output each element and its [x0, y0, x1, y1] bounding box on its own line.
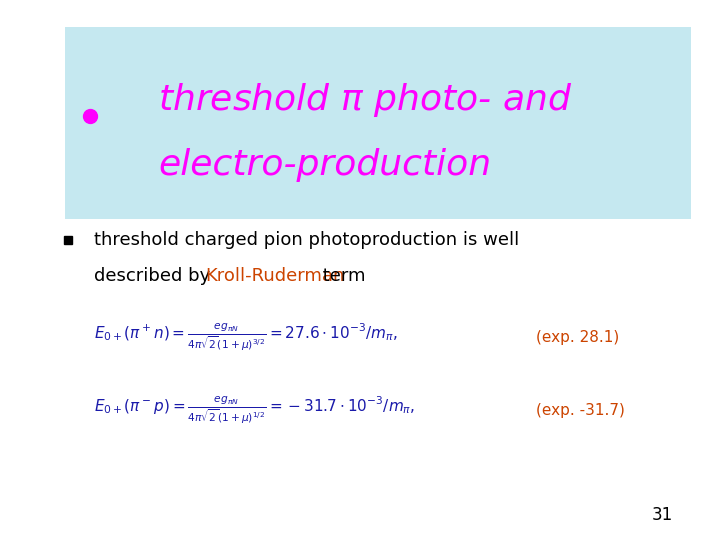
Text: electro-production: electro-production — [158, 148, 492, 181]
Text: $E_{0+}(\pi^+n) = \frac{eg_{\pi N}}{4\pi\sqrt{2}(1+\mu)^{3/2}}= 27.6 \cdot 10^{-: $E_{0+}(\pi^+n) = \frac{eg_{\pi N}}{4\pi… — [94, 322, 397, 353]
Text: described by: described by — [94, 267, 215, 286]
FancyBboxPatch shape — [65, 27, 691, 219]
Text: threshold charged pion photoproduction is well: threshold charged pion photoproduction i… — [94, 231, 519, 249]
Text: $E_{0+}(\pi^-p) = \frac{eg_{\pi N}}{4\pi\sqrt{2}(1+\mu)^{1/2}}= -31.7 \cdot 10^{: $E_{0+}(\pi^-p) = \frac{eg_{\pi N}}{4\pi… — [94, 395, 415, 426]
Text: Kroll-Ruderman: Kroll-Ruderman — [205, 267, 345, 286]
Text: (exp. -31.7): (exp. -31.7) — [536, 403, 625, 418]
Text: 31: 31 — [652, 506, 673, 524]
Text: threshold $\pi$ photo- and: threshold $\pi$ photo- and — [158, 81, 573, 119]
Text: (exp. 28.1): (exp. 28.1) — [536, 330, 620, 345]
Text: term: term — [317, 267, 365, 286]
